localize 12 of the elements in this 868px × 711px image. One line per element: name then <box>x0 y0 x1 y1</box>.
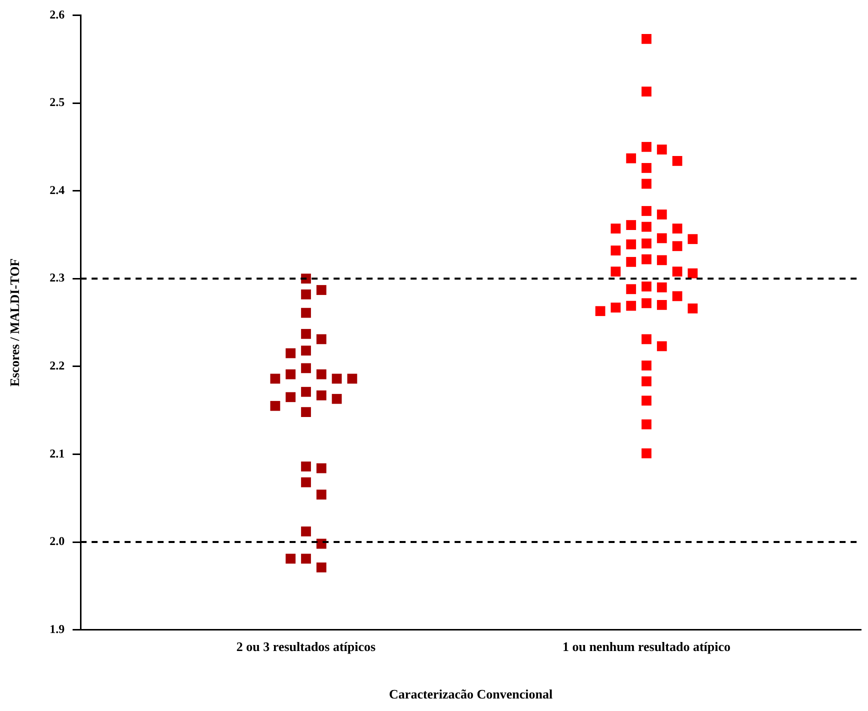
x-axis-title: Caracterizacão Convencional <box>389 686 553 702</box>
y-axis-title: Escores / MALDI-TOF <box>7 258 22 387</box>
y-tick-label: 2.3 <box>50 270 65 285</box>
y-tick-label: 2.5 <box>50 95 65 110</box>
y-tick-label: 2.6 <box>50 7 65 22</box>
y-tick-label: 2.1 <box>50 446 65 460</box>
x-tick-label: 1 ou nenhum resultado atípico <box>562 638 731 654</box>
y-tick-label: 2.2 <box>50 358 65 372</box>
y-tick-label: 2.4 <box>50 182 65 197</box>
y-tick-label: 1.9 <box>50 622 65 636</box>
y-tick-label: 2.0 <box>50 534 65 548</box>
x-tick-label: 2 ou 3 resultados atípicos <box>236 638 376 654</box>
